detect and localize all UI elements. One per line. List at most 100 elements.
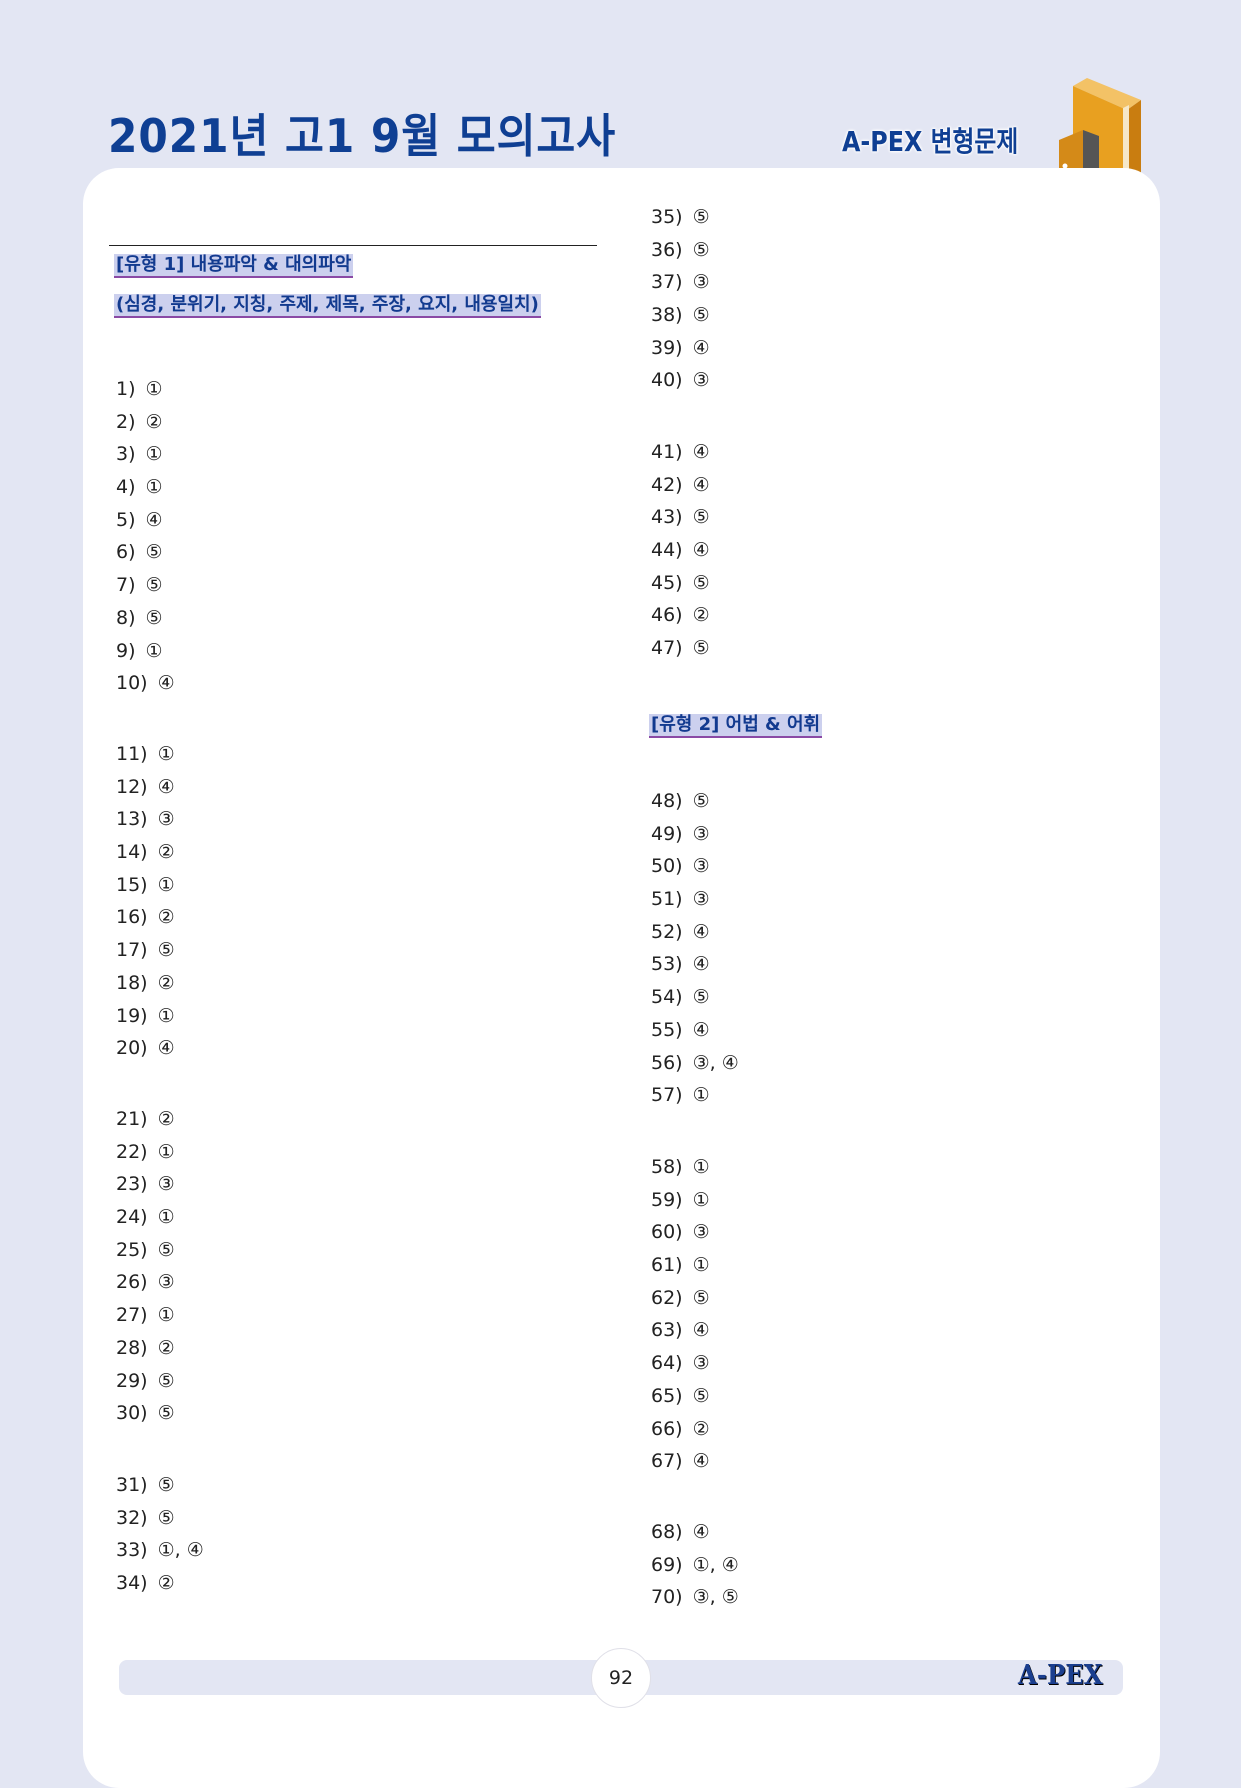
question-number: 18)	[116, 971, 148, 994]
answer-value: ④	[692, 1450, 710, 1473]
divider-line	[109, 245, 597, 246]
answer-row: 33) ①, ④	[116, 1534, 204, 1567]
answer-row: 22) ①	[116, 1136, 175, 1169]
answer-row: 68) ④	[651, 1516, 739, 1549]
answer-row: 50) ③	[651, 850, 739, 883]
answer-row: 30) ⑤	[116, 1397, 175, 1430]
answer-row: 11) ①	[116, 738, 175, 771]
question-number: 31)	[116, 1474, 148, 1496]
answer-value: ③	[692, 1221, 710, 1244]
answer-value: ③	[692, 855, 710, 878]
answer-row: 9) ①	[116, 635, 175, 668]
question-number: 30)	[116, 1402, 148, 1425]
answer-card	[83, 168, 1160, 1788]
answer-value: ⑤	[692, 304, 710, 327]
answer-row: 69) ①, ④	[651, 1549, 739, 1582]
answer-value: ④	[692, 1521, 710, 1543]
answer-value: ⑤	[157, 1402, 175, 1425]
answer-value: ④	[145, 508, 163, 531]
answer-value: ⑤	[157, 1506, 175, 1529]
question-number: 8)	[116, 606, 136, 629]
question-number: 51)	[651, 888, 683, 911]
answer-row: 52) ④	[651, 916, 739, 949]
answer-value: ⑤	[157, 939, 175, 962]
question-number: 64)	[651, 1352, 683, 1375]
footer-logo: A-PEX	[1018, 1660, 1103, 1691]
answer-value: ①, ④	[157, 1539, 204, 1562]
answer-value: ②	[157, 906, 175, 929]
answer-value: ⑤	[692, 637, 710, 660]
answer-value: ①	[157, 1004, 175, 1027]
question-number: 59)	[651, 1188, 683, 1211]
answer-value: ④	[157, 1037, 175, 1060]
answer-row: 20) ④	[116, 1032, 175, 1065]
answer-row: 44) ④	[651, 534, 710, 567]
question-number: 2)	[116, 410, 136, 433]
answer-row: 14) ②	[116, 836, 175, 869]
question-number: 65)	[651, 1384, 683, 1407]
question-number: 35)	[651, 206, 683, 228]
answer-row: 62) ⑤	[651, 1282, 710, 1315]
question-number: 45)	[651, 571, 683, 594]
answer-value: ④	[692, 441, 710, 463]
question-number: 32)	[116, 1506, 148, 1529]
answer-value: ⑤	[692, 206, 710, 228]
answer-value: ⑤	[692, 986, 710, 1009]
answer-value: ④	[692, 920, 710, 943]
answer-value: ③	[692, 888, 710, 911]
answer-row: 10) ④	[116, 667, 175, 700]
answer-value: ①	[157, 1304, 175, 1327]
answer-row: 40) ③	[651, 364, 710, 397]
question-number: 33)	[116, 1539, 148, 1562]
question-number: 28)	[116, 1336, 148, 1359]
answer-group: 35) ⑤ 36) ⑤ 37) ③ 38) ⑤ 39) ④ 40) ③	[651, 201, 710, 397]
question-number: 68)	[651, 1521, 683, 1543]
answer-value: ⑤	[157, 1474, 175, 1496]
answer-row: 26) ③	[116, 1266, 175, 1299]
answer-row: 29) ⑤	[116, 1365, 175, 1398]
answer-value: ①	[145, 639, 163, 662]
answer-row: 1) ①	[116, 373, 175, 406]
question-number: 48)	[651, 790, 683, 812]
question-number: 43)	[651, 506, 683, 529]
answer-value: ②	[157, 841, 175, 864]
answer-row: 3) ①	[116, 438, 175, 471]
question-number: 63)	[651, 1319, 683, 1342]
answer-row: 57) ①	[651, 1079, 739, 1112]
answer-row: 37) ③	[651, 266, 710, 299]
answer-value: ⑤	[145, 574, 163, 597]
answer-value: ③	[157, 1271, 175, 1294]
question-number: 53)	[651, 953, 683, 976]
question-number: 67)	[651, 1450, 683, 1473]
answer-row: 38) ⑤	[651, 299, 710, 332]
question-number: 15)	[116, 873, 148, 896]
answer-row: 61) ①	[651, 1249, 710, 1282]
answer-row: 67) ④	[651, 1445, 710, 1478]
section-subtitle-type1: (심경, 분위기, 지칭, 주제, 제목, 주장, 요지, 내용일치)	[114, 294, 541, 318]
question-number: 38)	[651, 304, 683, 327]
answer-row: 70) ③, ⑤	[651, 1581, 739, 1614]
answer-row: 13) ③	[116, 803, 175, 836]
answer-row: 27) ①	[116, 1299, 175, 1332]
question-number: 14)	[116, 841, 148, 864]
answer-row: 56) ③, ④	[651, 1047, 739, 1080]
answer-value: ④	[692, 1018, 710, 1041]
answer-row: 12) ④	[116, 771, 175, 804]
question-number: 36)	[651, 238, 683, 261]
answer-value: ⑤	[157, 1238, 175, 1261]
answer-row: 45) ⑤	[651, 567, 710, 600]
answer-row: 7) ⑤	[116, 569, 175, 602]
answer-value: ③	[692, 271, 710, 294]
answer-row: 63) ④	[651, 1314, 710, 1347]
question-number: 34)	[116, 1572, 148, 1595]
question-number: 21)	[116, 1108, 148, 1130]
answer-row: 41) ④	[651, 436, 710, 469]
answer-value: ③	[157, 1173, 175, 1196]
question-number: 69)	[651, 1553, 683, 1576]
answer-row: 16) ②	[116, 901, 175, 934]
question-number: 27)	[116, 1304, 148, 1327]
answer-row: 36) ⑤	[651, 234, 710, 267]
answer-value: ①	[145, 378, 163, 400]
answer-row: 49) ③	[651, 818, 739, 851]
section-title-type1: [유형 1] 내용파악 & 대의파악	[114, 254, 354, 278]
